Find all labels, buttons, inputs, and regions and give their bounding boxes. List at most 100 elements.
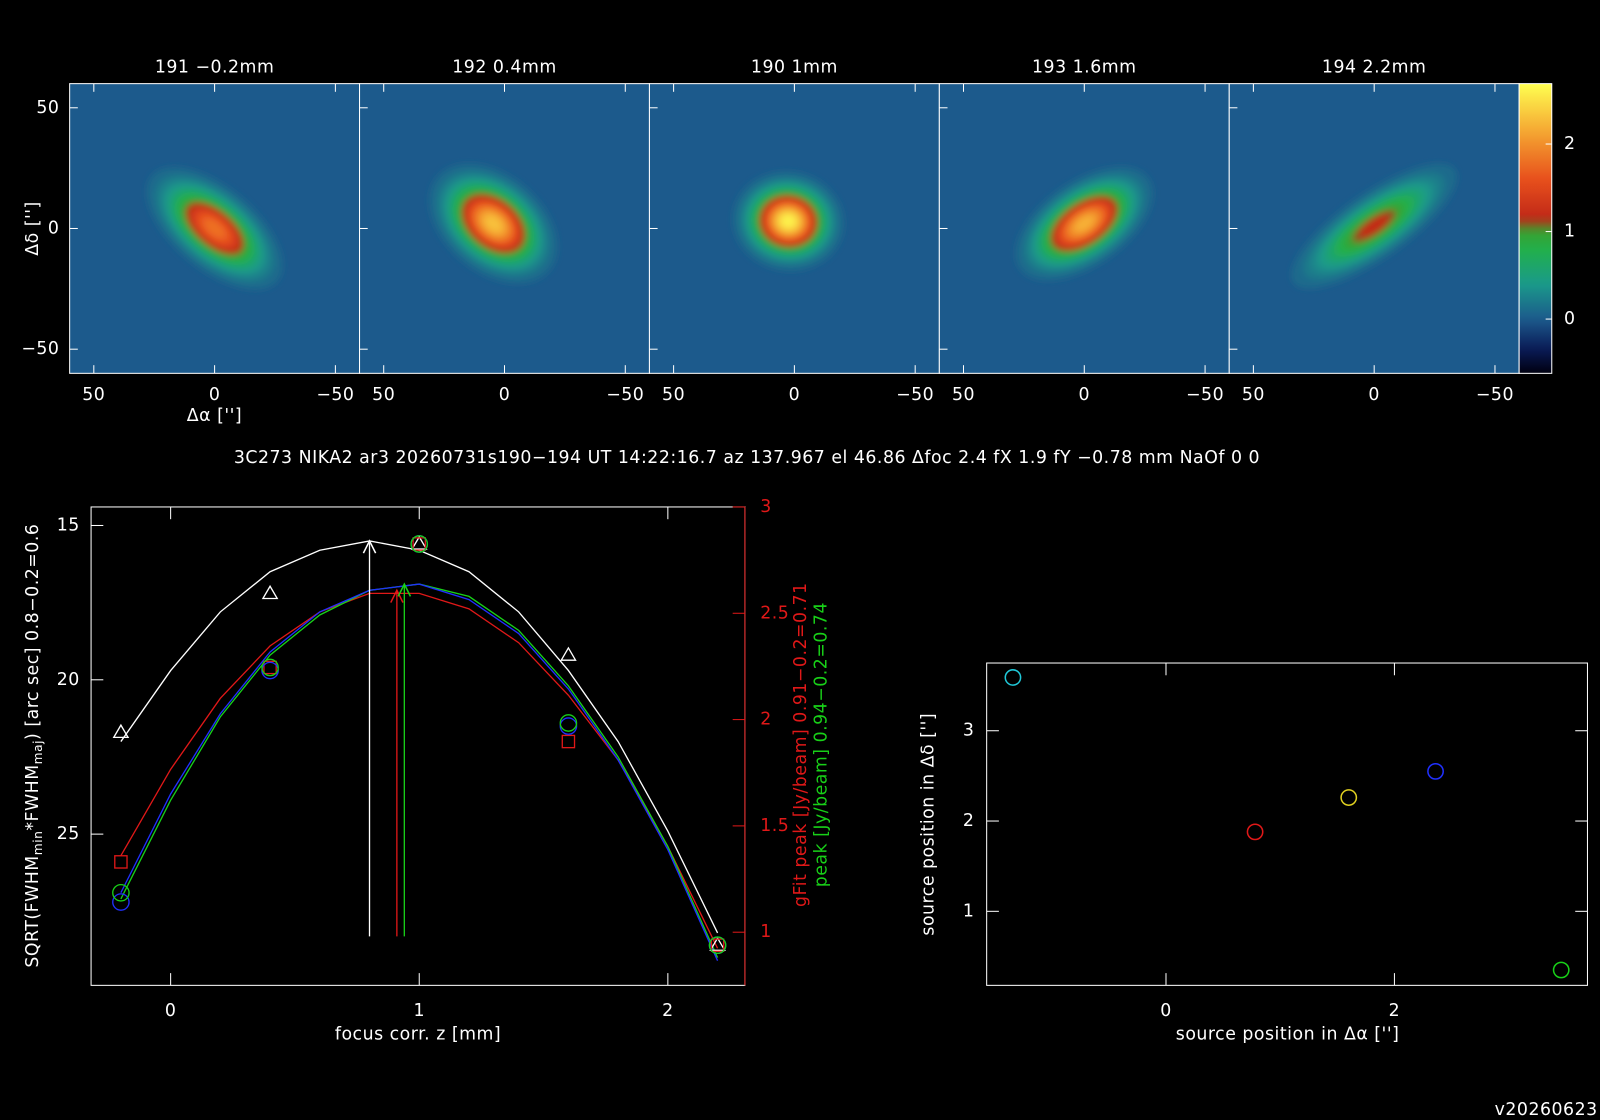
panel-title: 190 1mm [751,57,838,77]
x-tick-label: 50 [82,385,105,405]
y-tick-label: 20 [57,670,80,690]
y-tick-label: 50 [36,98,59,118]
fit-curve [120,583,719,958]
circle-marker [708,936,727,955]
y-tick-label: 3 [963,721,975,741]
y2-tick-label: 3 [760,497,772,517]
x-tick-label: 0 [789,385,801,405]
y2-tick-label: 2 [760,710,772,730]
header-line: 3C273 NIKA2 ar3 20260731s190−194 UT 14:2… [234,448,1260,468]
version: v20260623 [1495,1100,1598,1120]
arrow-head [397,582,412,597]
source-blob [1291,163,1458,289]
source-blob [429,163,558,284]
y-axis-label-part: maj [31,740,45,764]
x-tick-label: −50 [1186,385,1224,405]
triangle-marker [410,535,428,550]
y-tick-label: 2 [963,811,975,831]
triangle-marker [709,936,726,951]
y-axis-label: Δδ [''] [23,201,43,256]
circle-marker [261,658,279,677]
x-tick-label: 2 [1389,1001,1401,1021]
x-tick-label: −50 [606,385,644,405]
colorbar [1518,83,1553,374]
circle-marker [559,714,578,732]
x-tick-label: 0 [1160,1001,1172,1021]
intensity-level [485,216,501,231]
y2-tick-label: 1.5 [760,816,789,836]
square-marker [561,734,576,749]
square-marker [710,938,725,953]
source-position [1427,762,1444,780]
x-tick-label: −50 [896,385,934,405]
y-axis-label-part: SQRT(FWHM [23,855,43,967]
y-axis-label-part: ) [arc sec] 0.8−0.2=0.6 [23,524,43,740]
x-tick-label: 50 [662,385,685,405]
source-position [1004,669,1022,686]
y-tick-label: −50 [21,339,59,359]
fit-curve [120,540,719,934]
y-axis-label-part: min [31,831,45,856]
source-position [1552,961,1570,979]
y-tick-label: 15 [57,515,80,535]
x-tick-label: 50 [372,385,395,405]
x-axis-label: Δα [''] [187,406,242,426]
square-marker [412,537,427,551]
intensity-level [782,215,795,227]
square-marker [263,660,277,675]
circle-marker [112,893,130,911]
circle-marker [112,883,130,902]
source-position [1340,789,1358,806]
panel-title: 192 0.4mm [452,57,557,77]
image-panel: 194 2.2mm 50 0 −50 [1228,57,1520,405]
x-tick-label: 0 [165,1001,177,1021]
y2-tick-label: 1 [760,922,772,942]
panel-title: 193 1.6mm [1032,57,1137,77]
plot-frame [90,506,746,986]
image-panel: 191 −0.2mm 50 0 −50 50 0 −50 [21,57,361,405]
x-axis-label: focus corr. z [mm] [335,1024,501,1044]
x-tick-label: −50 [316,385,354,405]
triangle-marker [261,584,279,600]
source-position [1246,823,1264,841]
triangle-marker [112,723,130,739]
plot-frame [986,662,1588,986]
source-blob [732,171,844,272]
x-tick-label: 0 [1079,385,1091,405]
y-tick-label: 25 [57,824,80,844]
intensity-level [205,220,224,237]
intensity-level [1076,216,1093,231]
square-marker [114,855,128,869]
image-panel: 192 0.4mm 50 0 −50 [359,57,650,405]
x-tick-label: 0 [1368,385,1380,405]
y2-tick-label: 2.5 [760,603,789,623]
y-axis-label: source position in Δδ [''] [919,713,939,936]
panel-title: 191 −0.2mm [155,57,275,77]
x-axis-label: source position in Δα [''] [1176,1024,1400,1044]
x-tick-label: 2 [662,1001,674,1021]
image-panel: 193 1.6mm 50 0 −50 [938,57,1230,405]
source-blob [146,167,283,290]
fit-curve [120,583,719,961]
x-tick-label: 50 [1242,385,1265,405]
source-blob [1015,166,1154,281]
y-tick-label: 0 [48,218,60,238]
colorbar-tick-label: 0 [1564,309,1576,329]
x-tick-label: 1 [413,1001,425,1021]
y-axis-label-part: *FWHM [23,764,43,830]
arrow-head [362,539,377,554]
fit-curve [120,592,719,949]
x-tick-label: 0 [499,385,511,405]
intensity-level [1359,215,1389,238]
y2-axis-label: peak [Jy/beam] 0.94−0.2=0.74 [811,602,831,887]
y2-axis-label: gFit peak [Jy/beam] 0.91−0.2=0.71 [791,582,811,907]
panel-title: 194 2.2mm [1322,57,1426,77]
triangle-marker [560,646,577,661]
arrow-head [390,588,404,603]
colorbar-tick-label: 2 [1564,134,1576,154]
image-panel: 190 1mm 50 0 −50 [648,57,940,405]
y-axis-label: SQRT(FWHMmin*FWHMmaj) [arc sec] 0.8−0.2=… [23,524,45,968]
x-tick-label: 0 [209,385,221,405]
